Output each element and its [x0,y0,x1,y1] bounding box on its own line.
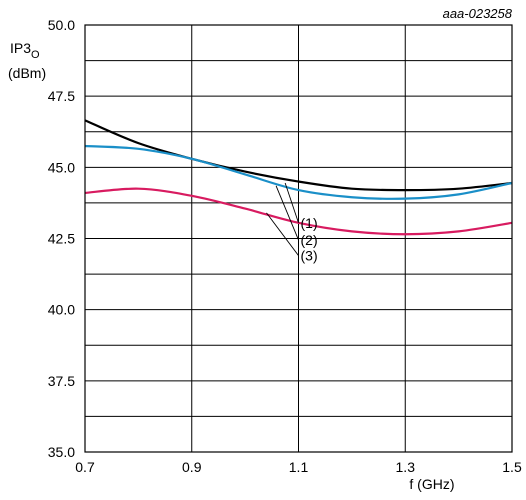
series-label: (3) [301,248,318,264]
x-tick-label: 1.1 [289,459,309,475]
x-tick-label: 1.3 [396,459,416,475]
y-axis-unit-label: (dBm) [8,65,46,81]
x-tick-label: 0.7 [75,459,95,475]
y-tick-label: 37.5 [48,373,75,389]
grid-lines [84,24,513,453]
series-leader-line [266,212,299,256]
y-axis-label-main: IP3 [10,40,31,56]
x-axis-label: f (GHz) [409,476,454,492]
y-axis-label: IP3O [10,40,40,61]
y-tick-label: 47.5 [48,88,75,104]
series-line [84,119,513,192]
y-tick-label: 45.0 [48,159,75,175]
y-tick-label: 35.0 [48,444,75,460]
figure-id-label: aaa-023258 [443,6,513,21]
y-tick-label: 40.0 [48,302,75,318]
x-tick-label: 1.5 [502,459,522,475]
x-tick-label: 0.9 [182,459,202,475]
series-leader-lines [266,182,299,256]
x-tick-labels: 0.7 0.9 1.1 1.3 1.5 [75,459,522,475]
y-tick-label: 50.0 [48,17,75,33]
series-labels: (1)(2)(3) [301,215,318,264]
series-line [84,144,513,200]
y-axis-label-subscript: O [31,49,40,61]
plot-frame [84,24,513,453]
series-label: (1) [301,215,318,231]
series-label: (2) [301,232,318,248]
y-tick-label: 42.5 [48,231,75,247]
series-leader-line [275,185,299,241]
series-leader-line [284,182,299,223]
y-tick-labels: 35.0 37.5 40.0 42.5 45.0 47.5 50.0 [48,17,75,460]
